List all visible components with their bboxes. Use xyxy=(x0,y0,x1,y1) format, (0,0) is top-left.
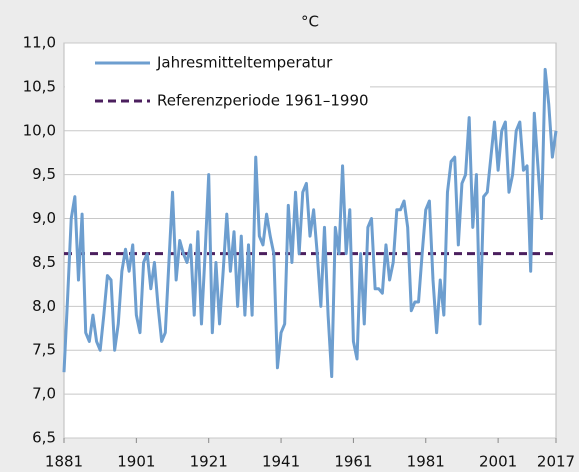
y-tick-label: 7,5 xyxy=(32,341,56,359)
legend-label: Jahresmitteltemperatur xyxy=(156,54,333,72)
data-line xyxy=(62,67,558,379)
y-tick-label: 7,0 xyxy=(32,385,56,403)
legend-label: Referenzperiode 1961–1990 xyxy=(157,92,369,110)
y-tick-label: 10,0 xyxy=(23,121,56,139)
x-tick-label: 2001 xyxy=(479,453,517,471)
y-tick-label: 8,0 xyxy=(32,297,56,315)
y-tick-label: 10,5 xyxy=(23,77,56,95)
y-tick-label: 9,5 xyxy=(32,165,56,183)
y-tick-label: 8,5 xyxy=(32,253,56,271)
chart-title: °C xyxy=(301,13,319,31)
y-tick-label: 6,5 xyxy=(32,429,56,447)
y-tick-label: 11,0 xyxy=(23,34,56,52)
x-tick-label: 1901 xyxy=(117,453,155,471)
x-tick-label: 1981 xyxy=(407,453,445,471)
x-tick-label: 2017 xyxy=(537,453,575,471)
y-tick-label: 9,0 xyxy=(32,209,56,227)
x-tick-label: 1881 xyxy=(45,453,83,471)
x-tick-label: 1921 xyxy=(190,453,228,471)
x-tick-label: 1961 xyxy=(334,453,372,471)
x-tick-label: 1941 xyxy=(262,453,300,471)
legend-box xyxy=(65,44,370,120)
